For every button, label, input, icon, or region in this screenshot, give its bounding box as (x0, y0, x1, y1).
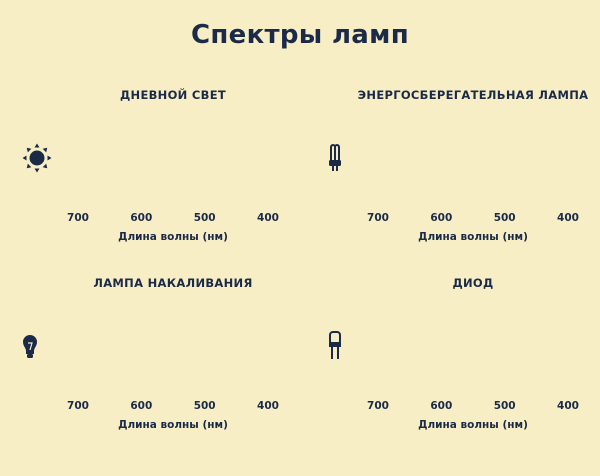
chart-energy-saving-lamp: ЭНЕРГОСБЕРЕГАТЕЛЬНАЯ ЛАМПА 700 600 500 400 … (300, 88, 600, 288)
x-tick-label: 700 (67, 400, 89, 412)
x-axis-label: Длина волны (нм) (418, 231, 528, 243)
x-axis-label: Длина волны (нм) (118, 419, 228, 431)
x-tick-label: 600 (130, 400, 153, 412)
plot-area (0, 88, 300, 213)
chart-daylight: ДНЕВНОЙ СВЕТ 700 600 500 400 Длина волны (н… (0, 88, 300, 288)
x-axis-label: Длина волны (нм) (418, 419, 528, 431)
x-tick-label: 400 (257, 400, 279, 412)
x-tick-label: 500 (493, 400, 516, 412)
plot-area (0, 276, 300, 401)
x-tick-label: 700 (367, 212, 389, 224)
chart-led: ДИОД 700 600 500 400 Длина волны (нм) (300, 276, 600, 476)
chart-incandescent-lamp: ЛАМПА НАКАЛИВАНИЯ 700 600 500 400 Длина вол… (0, 276, 300, 476)
plot-area (300, 276, 600, 401)
x-tick-label: 500 (193, 212, 216, 224)
x-tick-label: 700 (367, 400, 389, 412)
x-tick-label: 500 (493, 212, 516, 224)
plot-area (300, 88, 600, 213)
page-title: Спектры ламп (191, 20, 409, 50)
x-tick-label: 600 (130, 212, 153, 224)
chart-title: ЭНЕРГОСБЕРЕГАТЕЛЬНАЯ ЛАМПА (357, 88, 589, 102)
chart-title: ДИОД (452, 276, 494, 290)
x-tick-label: 400 (257, 212, 279, 224)
chart-title: ЛАМПА НАКАЛИВАНИЯ (93, 276, 253, 290)
x-tick-label: 400 (557, 212, 579, 224)
x-tick-label: 400 (557, 400, 579, 412)
x-axis-label: Длина волны (нм) (118, 231, 228, 243)
x-tick-label: 700 (67, 212, 89, 224)
x-tick-label: 500 (193, 400, 216, 412)
x-tick-label: 600 (430, 400, 453, 412)
chart-title: ДНЕВНОЙ СВЕТ (119, 88, 227, 102)
x-tick-label: 600 (430, 212, 453, 224)
